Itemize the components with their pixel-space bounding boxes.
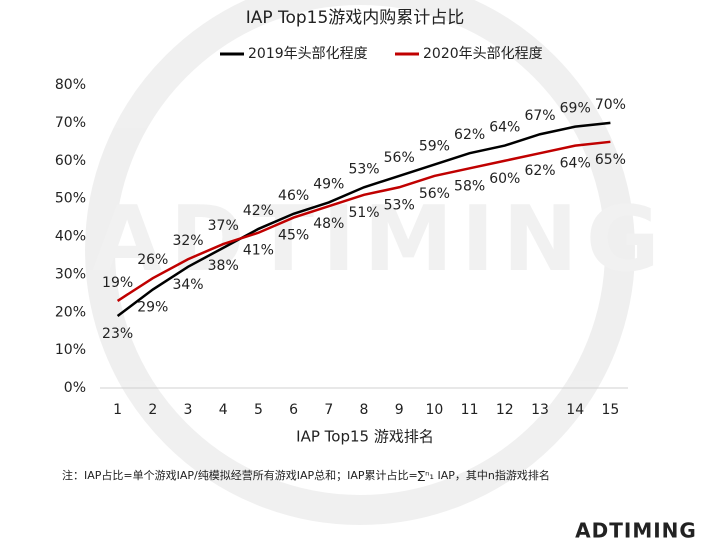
logo: ADTIMING (575, 519, 697, 543)
data-label: 69% (560, 101, 591, 117)
x-tick-label: 15 (601, 402, 619, 418)
data-label: 42% (243, 203, 274, 219)
data-label: 19% (102, 275, 133, 291)
legend-label: 2020年头部化程度 (423, 46, 543, 62)
x-tick-label: 13 (531, 402, 549, 418)
data-label: 56% (384, 150, 415, 166)
data-label: 60% (489, 171, 520, 187)
data-label: 56% (419, 186, 450, 202)
data-label: 26% (137, 252, 168, 268)
data-label: 37% (208, 218, 239, 234)
series-line (116, 140, 611, 302)
legend-label: 2019年头部化程度 (248, 46, 368, 62)
x-tick-label: 11 (461, 402, 479, 418)
data-label: 34% (172, 277, 203, 293)
data-label: 53% (348, 161, 379, 177)
data-label: 58% (454, 178, 485, 194)
data-label: 62% (524, 163, 555, 179)
x-axis-label: IAP Top15 游戏排名 (296, 428, 434, 446)
data-label: 67% (524, 108, 555, 124)
data-label: 64% (489, 120, 520, 136)
y-tick-label: 50% (55, 191, 86, 207)
y-tick-label: 70% (55, 115, 86, 131)
data-label: 51% (348, 205, 379, 221)
watermark-ring (85, 0, 635, 525)
data-label: 29% (137, 300, 168, 316)
y-tick-label: 40% (55, 229, 86, 245)
data-label: 53% (384, 197, 415, 213)
y-tick-label: 20% (55, 304, 86, 320)
x-tick-label: 9 (395, 402, 404, 418)
x-tick-label: 10 (425, 402, 443, 418)
x-tick-label: 2 (148, 402, 157, 418)
y-tick-label: 0% (64, 380, 86, 396)
data-label: 64% (560, 156, 591, 172)
data-label: 70% (595, 97, 626, 113)
x-tick-label: 4 (219, 402, 228, 418)
data-label: 32% (172, 233, 203, 249)
y-tick-label: 10% (55, 342, 86, 358)
data-label: 62% (454, 127, 485, 143)
data-label: 38% (208, 258, 239, 274)
x-tick-label: 7 (324, 402, 333, 418)
data-label: 23% (102, 326, 133, 342)
x-tick-label: 12 (496, 402, 514, 418)
data-label: 65% (595, 152, 626, 168)
data-label: 46% (278, 188, 309, 204)
y-tick-label: 30% (55, 266, 86, 282)
series-line (116, 121, 611, 318)
watermark-text: ADTIMING (92, 187, 667, 292)
x-tick-label: 6 (289, 402, 298, 418)
data-label: 41% (243, 243, 274, 259)
x-tick-label: 5 (254, 402, 263, 418)
footnote: 注：IAP占比=单个游戏IAP/纯模拟经营所有游戏IAP总和；IAP累计占比=∑… (62, 468, 550, 482)
y-tick-label: 80% (55, 77, 86, 93)
x-tick-label: 8 (360, 402, 369, 418)
chart-title: IAP Top15游戏内购累计占比 (246, 8, 465, 28)
data-label: 59% (419, 139, 450, 155)
x-tick-label: 1 (113, 402, 122, 418)
x-tick-label: 14 (566, 402, 584, 418)
data-label: 48% (313, 216, 344, 232)
watermark: ADTIMING (85, 0, 667, 525)
data-label: 45% (278, 228, 309, 244)
x-tick-label: 3 (184, 402, 193, 418)
y-tick-label: 60% (55, 153, 86, 169)
data-label: 49% (313, 176, 344, 192)
